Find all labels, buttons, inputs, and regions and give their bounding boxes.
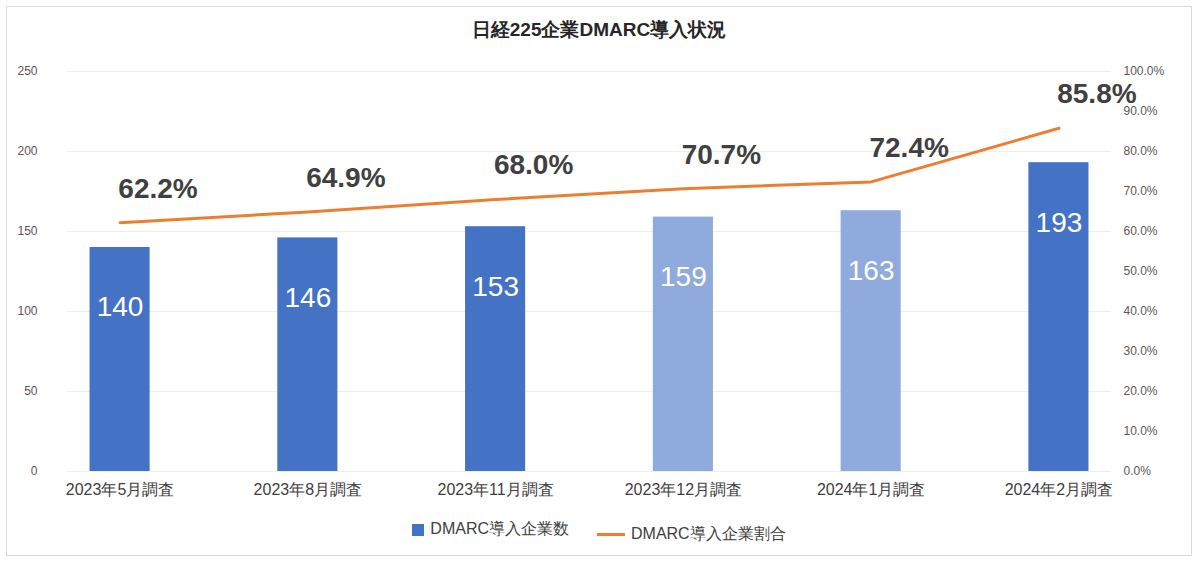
svg-text:2023年11月調査: 2023年11月調査 — [438, 481, 554, 498]
svg-text:100: 100 — [17, 304, 37, 318]
svg-text:70.7%: 70.7% — [682, 139, 761, 170]
svg-text:2023年8月調査: 2023年8月調査 — [254, 481, 362, 498]
svg-text:20.0%: 20.0% — [1124, 384, 1158, 398]
svg-text:153: 153 — [472, 271, 519, 302]
svg-text:90.0%: 90.0% — [1123, 104, 1158, 119]
html-text:日経225企業DMARC導入状況: 日経225企業DMARC導入状況 — [471, 19, 727, 40]
svg-text:10.0%: 10.0% — [1124, 424, 1158, 438]
svg-text:159: 159 — [660, 261, 707, 292]
svg-text:68.0%: 68.0% — [494, 149, 573, 180]
svg-text:150: 150 — [17, 224, 37, 238]
svg-text:2023年12月調査: 2023年12月調査 — [625, 481, 742, 498]
svg-text:2023年5月調査: 2023年5月調査 — [66, 481, 175, 498]
svg-text:163: 163 — [848, 255, 895, 286]
svg-text:0.0%: 0.0% — [1124, 464, 1152, 478]
svg-text:2024年1月調査: 2024年1月調査 — [817, 481, 926, 498]
svg-text:70.0%: 70.0% — [1124, 184, 1158, 198]
svg-text:250: 250 — [17, 64, 37, 78]
svg-text:193: 193 — [1036, 207, 1083, 238]
svg-text:62.2%: 62.2% — [118, 173, 197, 204]
svg-text:200: 200 — [17, 144, 37, 158]
svg-text:140: 140 — [97, 291, 144, 322]
svg-text:100.0%: 100.0% — [1124, 64, 1165, 78]
html-text:DMARC導入企業数: DMARC導入企業数 — [430, 520, 569, 537]
svg-text:50: 50 — [24, 384, 38, 398]
svg-text:85.8%: 85.8% — [1057, 78, 1136, 109]
svg-text:60.0%: 60.0% — [1124, 224, 1158, 238]
svg-text:50.0%: 50.0% — [1124, 264, 1158, 278]
svg-text:64.9%: 64.9% — [306, 162, 385, 193]
svg-text:40.0%: 40.0% — [1124, 304, 1158, 318]
svg-text:72.4%: 72.4% — [869, 132, 948, 163]
svg-text:30.0%: 30.0% — [1124, 344, 1158, 358]
html-text:DMARC導入企業割合: DMARC導入企業割合 — [631, 524, 786, 542]
svg-text:2024年2月調査: 2024年2月調査 — [1005, 481, 1114, 498]
svg-text:80.0%: 80.0% — [1124, 144, 1158, 158]
svg-text:0: 0 — [31, 464, 38, 478]
svg-text:146: 146 — [284, 282, 331, 313]
